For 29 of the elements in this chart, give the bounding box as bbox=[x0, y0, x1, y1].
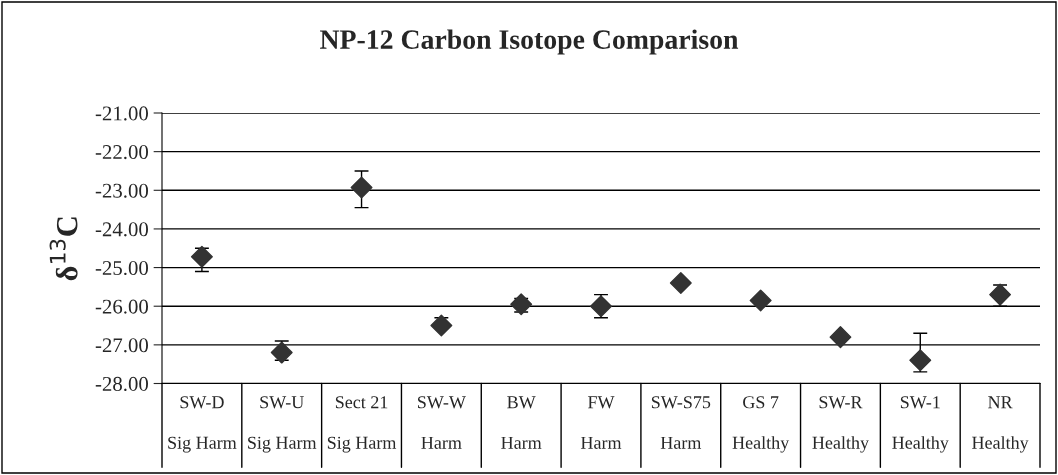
category-label: GS 7 Healthy bbox=[732, 396, 790, 453]
y-tick-label: -25.00 bbox=[95, 260, 149, 276]
y-tick-label: -24.00 bbox=[95, 222, 149, 237]
point bbox=[430, 314, 453, 337]
point bbox=[270, 341, 293, 364]
category-label: BW Harm bbox=[501, 396, 542, 449]
y-axis-title: δ$^{13}$C bbox=[49, 217, 78, 281]
point bbox=[350, 176, 373, 199]
y-tick-label: -28.00 bbox=[95, 376, 149, 392]
category-label: SW-D Sig Harm bbox=[168, 396, 237, 453]
point bbox=[909, 349, 932, 372]
point bbox=[829, 326, 852, 349]
y-tick-label: -27.00 bbox=[95, 338, 149, 353]
category-label: NR Healthy bbox=[972, 396, 1029, 453]
category-label: SW-U Sig Harm bbox=[248, 396, 317, 453]
chart-title: NP-12 Carbon Isotope Comparison bbox=[320, 29, 739, 55]
category-label: SW-R Healthy bbox=[812, 396, 869, 453]
category-label: SW-1 Healthy bbox=[892, 396, 949, 453]
point bbox=[669, 272, 692, 295]
y-tick-label: -23.00 bbox=[95, 183, 149, 198]
category-label: Sect 21 Sig Harm bbox=[327, 396, 397, 453]
point bbox=[749, 289, 772, 312]
y-tick-label: -26.00 bbox=[95, 299, 149, 314]
point bbox=[190, 245, 213, 268]
category-label: SW-W Harm bbox=[418, 396, 466, 449]
y-tick-label: -21.00 bbox=[95, 106, 149, 121]
category-label: FW Harm bbox=[580, 396, 622, 449]
category-label: SW-S75 Harm bbox=[651, 396, 711, 449]
y-tick-label: -22.00 bbox=[95, 145, 149, 160]
